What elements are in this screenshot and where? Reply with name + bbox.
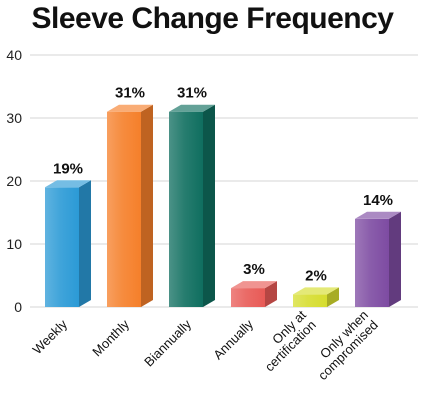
x-tick-label: Only atcertification [252, 307, 319, 374]
bar-side-face [327, 287, 339, 307]
bar-weekly [45, 180, 91, 307]
y-tick-label: 0 [14, 299, 22, 315]
bar-front-face [169, 111, 203, 307]
bar-top-face [107, 104, 153, 112]
data-label: 31% [177, 85, 207, 102]
data-label: 14% [363, 192, 393, 209]
bar-only-when-compromised [355, 211, 401, 307]
data-label: 3% [243, 261, 265, 278]
bar-top-face [231, 281, 277, 289]
data-labels: 19% 31% 31% 3% 2% 14% [53, 85, 393, 285]
bar-annually [231, 281, 277, 307]
x-tick-label: Biannually [141, 316, 194, 369]
chart-title: Sleeve Change Frequency [31, 2, 394, 35]
x-tick-label: Weekly [30, 316, 71, 357]
bar-side-face [141, 104, 153, 307]
bar-top-face [169, 104, 215, 112]
bar-monthly [107, 104, 153, 307]
bar-side-face [203, 104, 215, 307]
y-tick-label: 30 [6, 110, 22, 126]
bar-top-face [355, 211, 401, 219]
bar-front-face [355, 218, 389, 307]
bar-top-face [293, 287, 339, 295]
x-tick-label: Only whencompromised [305, 307, 381, 383]
bar-side-face [265, 281, 277, 307]
data-label: 2% [305, 267, 327, 284]
y-tick-label: 20 [6, 173, 22, 189]
gridlines [30, 54, 418, 308]
y-tick-label: 40 [6, 47, 22, 63]
bars [45, 104, 401, 307]
bar-top-face [45, 180, 91, 188]
x-tick-label: Annually [210, 316, 256, 362]
data-label: 19% [53, 160, 83, 177]
bar-front-face [45, 187, 79, 307]
bar-front-face [293, 294, 327, 307]
bar-front-face [231, 288, 265, 307]
bar-side-face [79, 180, 91, 307]
bar-biannually [169, 104, 215, 307]
x-tick-label: Monthly [89, 316, 132, 359]
bar-only-at-certification [293, 287, 339, 307]
bar-side-face [389, 211, 401, 307]
bar-front-face [107, 111, 141, 307]
data-label: 31% [115, 85, 145, 102]
y-axis-ticks: 0 10 20 30 40 [6, 47, 22, 315]
x-axis-labels: Weekly Monthly Biannually Annually Only atce… [30, 307, 381, 383]
y-tick-label: 10 [6, 236, 22, 252]
